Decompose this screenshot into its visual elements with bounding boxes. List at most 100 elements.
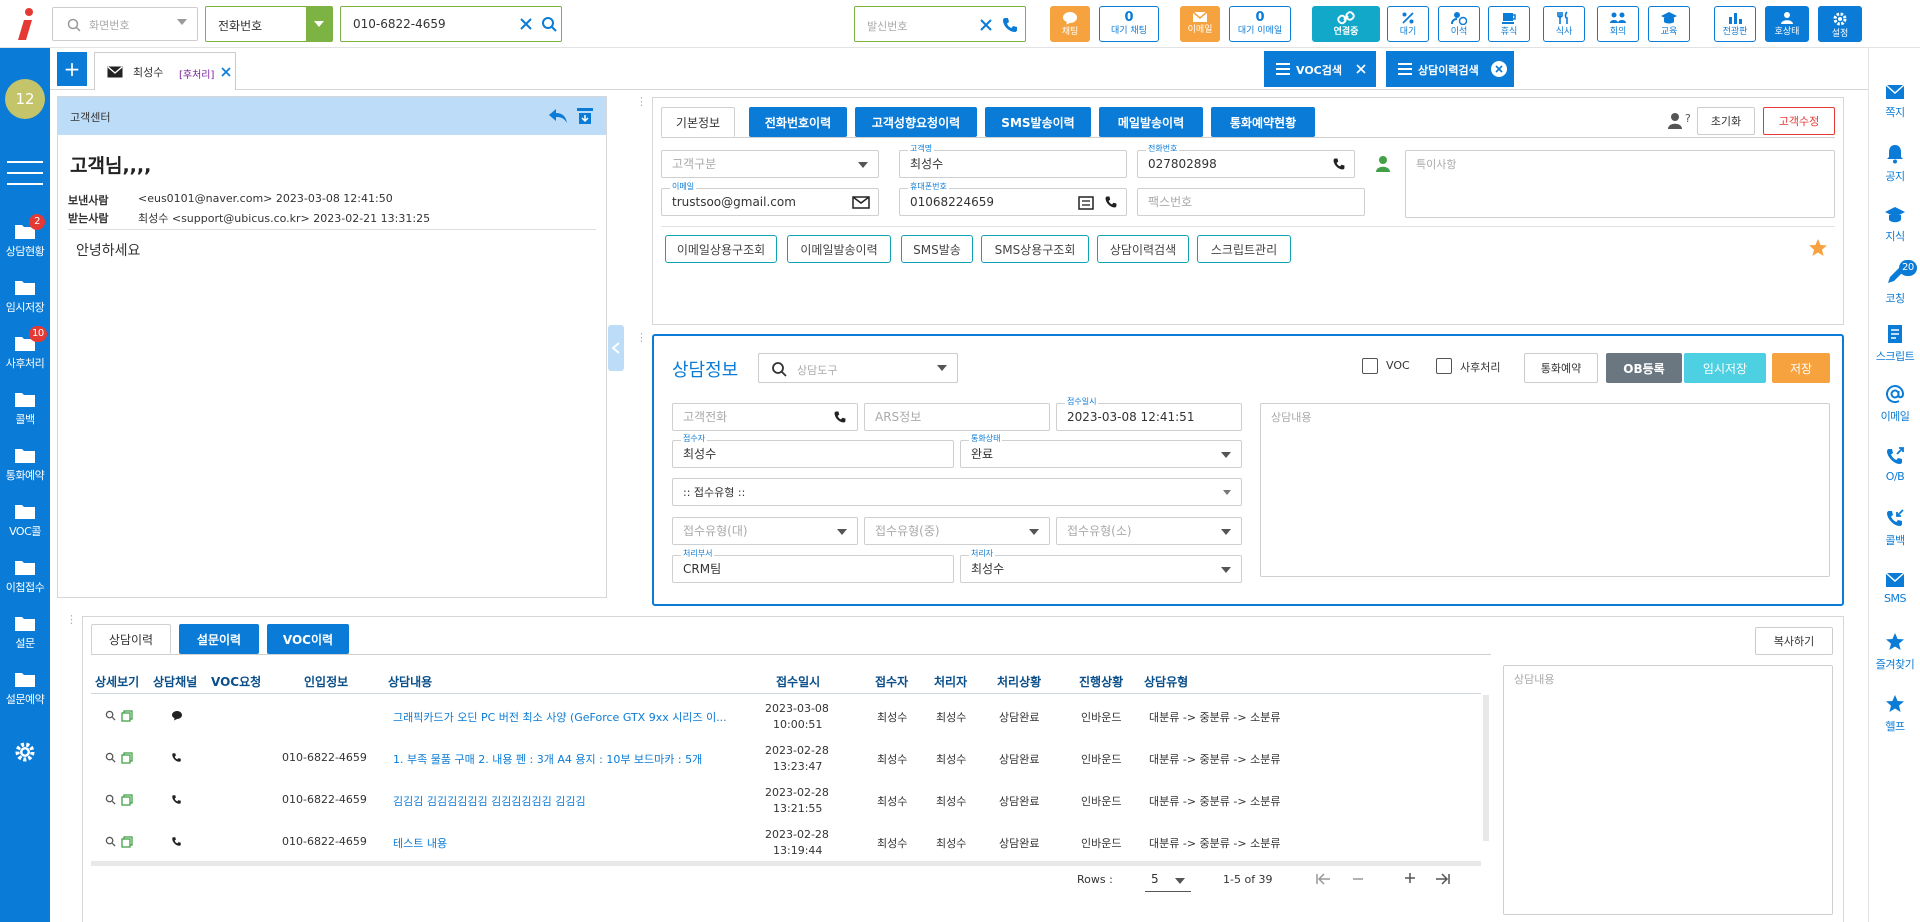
agent-status-button[interactable]: 호상태 xyxy=(1765,6,1809,42)
table-row[interactable]: 010-6822-4659 1. 부족 물품 구매 2. 내용 펜 : 3개 A4… xyxy=(83,737,1483,779)
connection-status-button[interactable]: 연결중 xyxy=(1312,6,1380,42)
sidebar-item-after-process[interactable]: 사후처리 10 xyxy=(0,326,50,371)
history-content-textarea[interactable]: 상담내용 xyxy=(1503,665,1833,915)
add-tab-button[interactable]: + xyxy=(57,52,87,86)
detail-view-icon[interactable] xyxy=(105,836,116,847)
customer-email-field[interactable]: 이메일 trustsoo@gmail.com xyxy=(661,182,879,216)
call-status-select[interactable]: 통화상태 완료 xyxy=(960,434,1242,468)
drag-grip[interactable]: ⋮ xyxy=(636,95,647,108)
phone-icon[interactable] xyxy=(1104,195,1118,209)
sidebar-item-transfer[interactable]: 이첩접수 xyxy=(0,558,50,595)
settings-button[interactable]: 설정 xyxy=(1818,6,1862,42)
status-meal-button[interactable]: 식사 xyxy=(1543,6,1585,42)
receiver-field[interactable]: 접수자 최성수 xyxy=(672,434,954,468)
rightnav-sms[interactable]: SMS xyxy=(1869,572,1920,605)
consult-content-textarea[interactable]: 상담내용 xyxy=(1260,403,1830,577)
after-process-checkbox[interactable] xyxy=(1436,358,1452,374)
download-icon[interactable] xyxy=(576,107,594,125)
copy-button[interactable]: 복사하기 xyxy=(1755,627,1833,655)
sidebar-item-temp-save[interactable]: 임시저장 xyxy=(0,278,50,315)
envelope-icon[interactable] xyxy=(852,196,870,209)
star-icon[interactable] xyxy=(1808,238,1828,258)
phone-icon[interactable] xyxy=(833,410,847,424)
save-button[interactable]: 저장 xyxy=(1772,353,1830,383)
close-circle-icon[interactable] xyxy=(1490,60,1508,78)
rightnav-help[interactable]: 헬프 xyxy=(1869,694,1920,734)
customer-type-select[interactable]: 고객구분 xyxy=(661,150,879,178)
rightnav-callback[interactable]: 콜백 xyxy=(1869,508,1920,548)
sms-phrase-button[interactable]: SMS상용구조회 xyxy=(981,235,1089,263)
detail-view-icon[interactable] xyxy=(105,710,116,721)
user-icon[interactable] xyxy=(1375,155,1391,173)
copy-icon[interactable] xyxy=(121,836,133,848)
screen-number-select[interactable]: 화면번호 xyxy=(52,7,198,41)
app-logo[interactable] xyxy=(12,6,40,42)
copy-icon[interactable] xyxy=(121,794,133,806)
call-reserve-button[interactable]: 통화예약 xyxy=(1524,353,1598,383)
table-scrollbar[interactable] xyxy=(1483,695,1489,841)
drag-grip[interactable]: ⋮ xyxy=(66,613,77,626)
search-icon[interactable] xyxy=(541,16,557,32)
tab-sms-history[interactable]: SMS발송이력 xyxy=(985,107,1091,137)
first-page-icon[interactable] xyxy=(1315,873,1331,885)
customer-mobile-field[interactable]: 휴대폰번호 01068224659 xyxy=(899,182,1127,216)
tab-basic-info[interactable]: 기본정보 xyxy=(661,107,735,137)
drag-grip[interactable]: ⋮ xyxy=(636,331,647,344)
copy-icon[interactable] xyxy=(121,752,133,764)
sidebar-item-call-reserve[interactable]: 통화예약 xyxy=(0,446,50,483)
search-type-select[interactable]: 전화번호 xyxy=(205,6,333,42)
search-type-dropdown-button[interactable] xyxy=(306,7,332,41)
rightnav-outbound[interactable]: O/B xyxy=(1869,446,1920,483)
consult-content-link[interactable]: 1. 부족 물품 구매 2. 내용 펜 : 3개 A4 용지 : 10부 보드마… xyxy=(393,753,703,766)
consult-content-link[interactable]: 그래픽카드가 오딘 PC 버전 최소 사양 (GeForce GTX 9xx 시… xyxy=(393,711,727,724)
sidebar-item-survey[interactable]: 설문 xyxy=(0,614,50,651)
reset-button[interactable]: 초기화 xyxy=(1697,107,1755,135)
email-phrase-button[interactable]: 이메일상용구조회 xyxy=(665,235,777,263)
tab-consult-history[interactable]: 상담이력 xyxy=(91,624,171,654)
receipt-time-field[interactable]: 접수일시 2023-03-08 12:41:51 xyxy=(1056,397,1242,431)
tab-call-reserve[interactable]: 통화예약현황 xyxy=(1211,107,1315,137)
receipt-type-large-select[interactable]: 접수유형(대) xyxy=(672,517,858,545)
consult-content-link[interactable]: 김김김 김김김김김김 김김김김김김 김김김 xyxy=(393,795,586,808)
gear-icon[interactable] xyxy=(13,740,37,764)
script-manage-button[interactable]: 스크립트관리 xyxy=(1197,235,1291,263)
status-meeting-button[interactable]: 회의 xyxy=(1597,6,1639,42)
tab-mail-history[interactable]: 메일발송이력 xyxy=(1099,107,1203,137)
process-dept-field[interactable]: 처리부서 CRM팀 xyxy=(672,549,954,583)
receipt-type-small-select[interactable]: 접수유형(소) xyxy=(1056,517,1242,545)
phone-icon[interactable] xyxy=(1001,16,1019,34)
tab-phone-history[interactable]: 전화번호이력 xyxy=(749,107,847,137)
clear-icon[interactable] xyxy=(519,17,533,31)
table-row[interactable]: 010-6822-4659 김김김 김김김김김김 김김김김김김 김김김 2023-0… xyxy=(83,779,1483,821)
customer-phone-input[interactable]: 고객전화 xyxy=(672,403,858,431)
receipt-type-select[interactable]: :: 접수유형 :: xyxy=(672,478,1242,506)
copy-icon[interactable] xyxy=(121,710,133,722)
sidebar-item-callback[interactable]: 콜백 xyxy=(0,390,50,427)
sms-send-button[interactable]: SMS발송 xyxy=(901,235,973,263)
status-training-button[interactable]: 교육 xyxy=(1648,6,1690,42)
table-row[interactable]: 그래픽카드가 오딘 PC 버전 최소 사양 (GeForce GTX 9xx 시… xyxy=(83,695,1483,737)
status-away-button[interactable]: 이석 xyxy=(1438,6,1480,42)
handler-select[interactable]: 처리자 최성수 xyxy=(960,549,1242,583)
sidebar-item-consult-status[interactable]: 상담현황 2 xyxy=(0,214,50,259)
tab-voc-history[interactable]: VOC이력 xyxy=(267,624,349,654)
close-icon[interactable] xyxy=(220,66,232,78)
close-icon[interactable] xyxy=(1356,64,1366,74)
sms-icon[interactable] xyxy=(1078,196,1094,210)
rightnav-script[interactable]: 스크립트 xyxy=(1869,324,1920,364)
detail-view-icon[interactable] xyxy=(105,794,116,805)
temp-save-button[interactable]: 임시저장 xyxy=(1684,353,1766,383)
rightnav-notice[interactable]: 공지 xyxy=(1869,144,1920,184)
collapse-handle[interactable] xyxy=(608,325,624,371)
customer-fax-field[interactable]: 팩스번호 xyxy=(1137,188,1365,216)
history-search-tab[interactable]: 상담이력검색 xyxy=(1386,51,1514,87)
clear-icon[interactable] xyxy=(979,18,993,32)
special-note-textarea[interactable]: 특이사항 xyxy=(1405,150,1835,218)
waiting-chat-button[interactable]: 0 대기 채팅 xyxy=(1099,6,1159,42)
status-break-button[interactable]: 휴식 xyxy=(1488,6,1530,42)
last-page-icon[interactable] xyxy=(1435,873,1451,885)
phone-icon[interactable] xyxy=(1332,157,1346,171)
help-question-mark[interactable]: ? xyxy=(1685,112,1691,125)
avatar[interactable]: 12 xyxy=(5,79,45,119)
search-value-input[interactable]: 010-6822-4659 xyxy=(340,6,562,42)
